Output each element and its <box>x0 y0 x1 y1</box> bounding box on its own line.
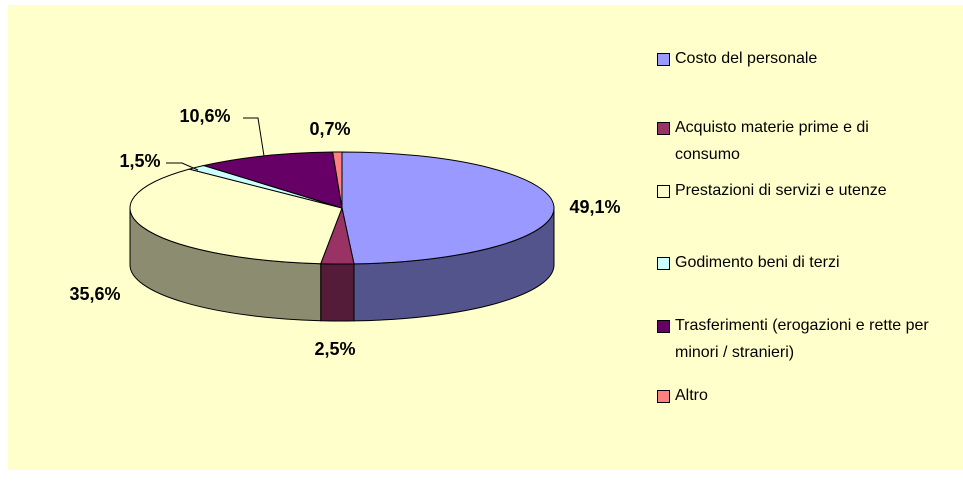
legend-label: Godimento beni di terzi <box>675 254 840 271</box>
leader-line <box>166 162 199 171</box>
legend-item: Acquisto materie prime e di consumo <box>657 114 937 168</box>
data-label: 10,6% <box>179 106 230 126</box>
data-label: 49,1% <box>569 197 620 217</box>
legend-item: Prestazioni di servizi e utenze <box>657 177 947 204</box>
leader-line <box>243 117 265 157</box>
slice-side <box>320 263 355 322</box>
slice <box>129 168 343 265</box>
legend-label: Acquisto materie prime e di consumo <box>675 119 869 163</box>
legend-label: Costo del personale <box>675 50 818 67</box>
legend-item: Godimento beni di terzi <box>657 249 947 276</box>
data-label: 35,6% <box>69 284 120 304</box>
slice <box>332 151 343 209</box>
legend-swatch <box>657 185 670 198</box>
data-label: 0,7% <box>309 119 350 139</box>
legend-label: Prestazioni di servizi e utenze <box>675 182 887 199</box>
legend-swatch <box>657 53 670 66</box>
legend-swatch <box>657 390 670 403</box>
slice <box>341 151 555 265</box>
legend-swatch <box>657 122 670 135</box>
legend-label: Trasferimenti (erogazioni e rette per mi… <box>675 317 929 361</box>
legend-item: Trasferimenti (erogazioni e rette per mi… <box>657 312 942 366</box>
legend-swatch <box>657 320 670 333</box>
legend-swatch <box>657 257 670 270</box>
legend-item: Altro <box>657 382 947 409</box>
data-label: 2,5% <box>314 339 355 359</box>
legend-label: Altro <box>675 387 708 404</box>
legend-item: Costo del personale <box>657 45 947 72</box>
data-label: 1,5% <box>119 151 160 171</box>
